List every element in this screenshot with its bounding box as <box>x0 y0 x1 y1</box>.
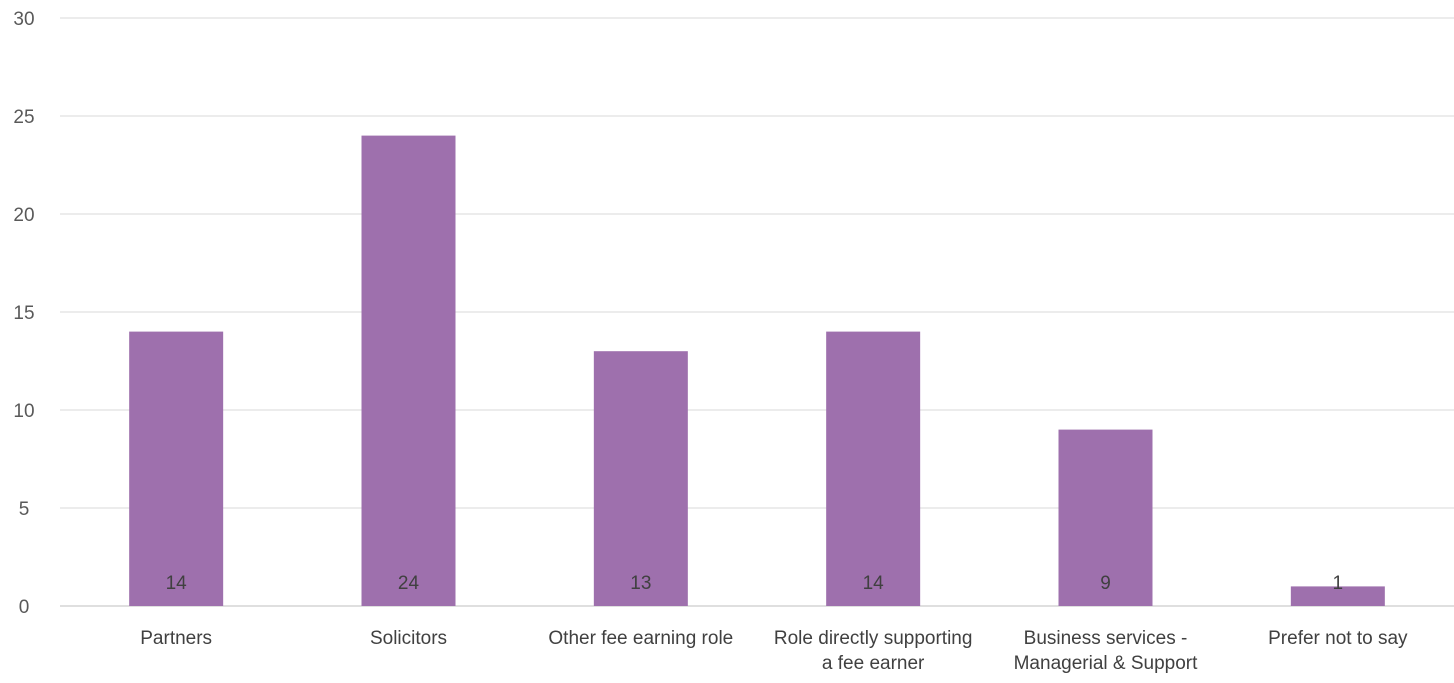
x-tick-label-line: Solicitors <box>370 628 447 649</box>
x-tick-label-line: Prefer not to say <box>1268 628 1408 649</box>
x-tick-label: Business services - Managerial & Support <box>1014 628 1198 674</box>
y-tick-label: 15 <box>13 303 34 324</box>
x-tick-label-line: Business services - <box>1024 628 1188 649</box>
y-axis-ticks: 0 5 10 15 20 25 30 <box>13 9 34 618</box>
bar <box>361 135 456 606</box>
x-tick-label-line: Managerial & Support <box>1014 653 1198 674</box>
y-tick-label: 20 <box>13 205 34 226</box>
data-label: 9 <box>1100 573 1111 594</box>
x-tick-label: Role directly supporting a fee earner <box>774 628 973 674</box>
x-axis-labels: Partners Solicitors Other fee earning role… <box>140 628 1408 674</box>
x-tick-label-line: Other fee earning role <box>548 628 733 649</box>
y-tick-label: 10 <box>13 401 34 422</box>
bar <box>1058 429 1153 606</box>
x-tick-label-line: a fee earner <box>822 653 925 674</box>
bar <box>826 331 921 606</box>
data-label: 24 <box>398 573 420 594</box>
gridlines <box>60 17 1454 607</box>
y-tick-label: 30 <box>13 9 34 30</box>
x-tick-label-line: Role directly supporting <box>774 628 973 649</box>
x-tick-label-line: Partners <box>140 628 212 649</box>
bars <box>129 135 1385 606</box>
bar <box>1290 586 1385 606</box>
x-tick-label: Other fee earning role <box>548 628 733 649</box>
y-tick-label: 25 <box>13 107 34 128</box>
bar <box>593 351 688 606</box>
y-tick-label: 5 <box>19 499 30 520</box>
data-label: 1 <box>1333 573 1344 594</box>
x-tick-label: Partners <box>140 628 212 649</box>
x-tick-label: Solicitors <box>370 628 447 649</box>
data-labels: 14 24 13 14 9 1 <box>166 573 1344 594</box>
data-label: 13 <box>630 573 651 594</box>
data-label: 14 <box>166 573 188 594</box>
bar <box>129 331 224 606</box>
x-tick-label: Prefer not to say <box>1268 628 1408 649</box>
y-tick-label: 0 <box>19 597 30 618</box>
data-label: 14 <box>863 573 885 594</box>
